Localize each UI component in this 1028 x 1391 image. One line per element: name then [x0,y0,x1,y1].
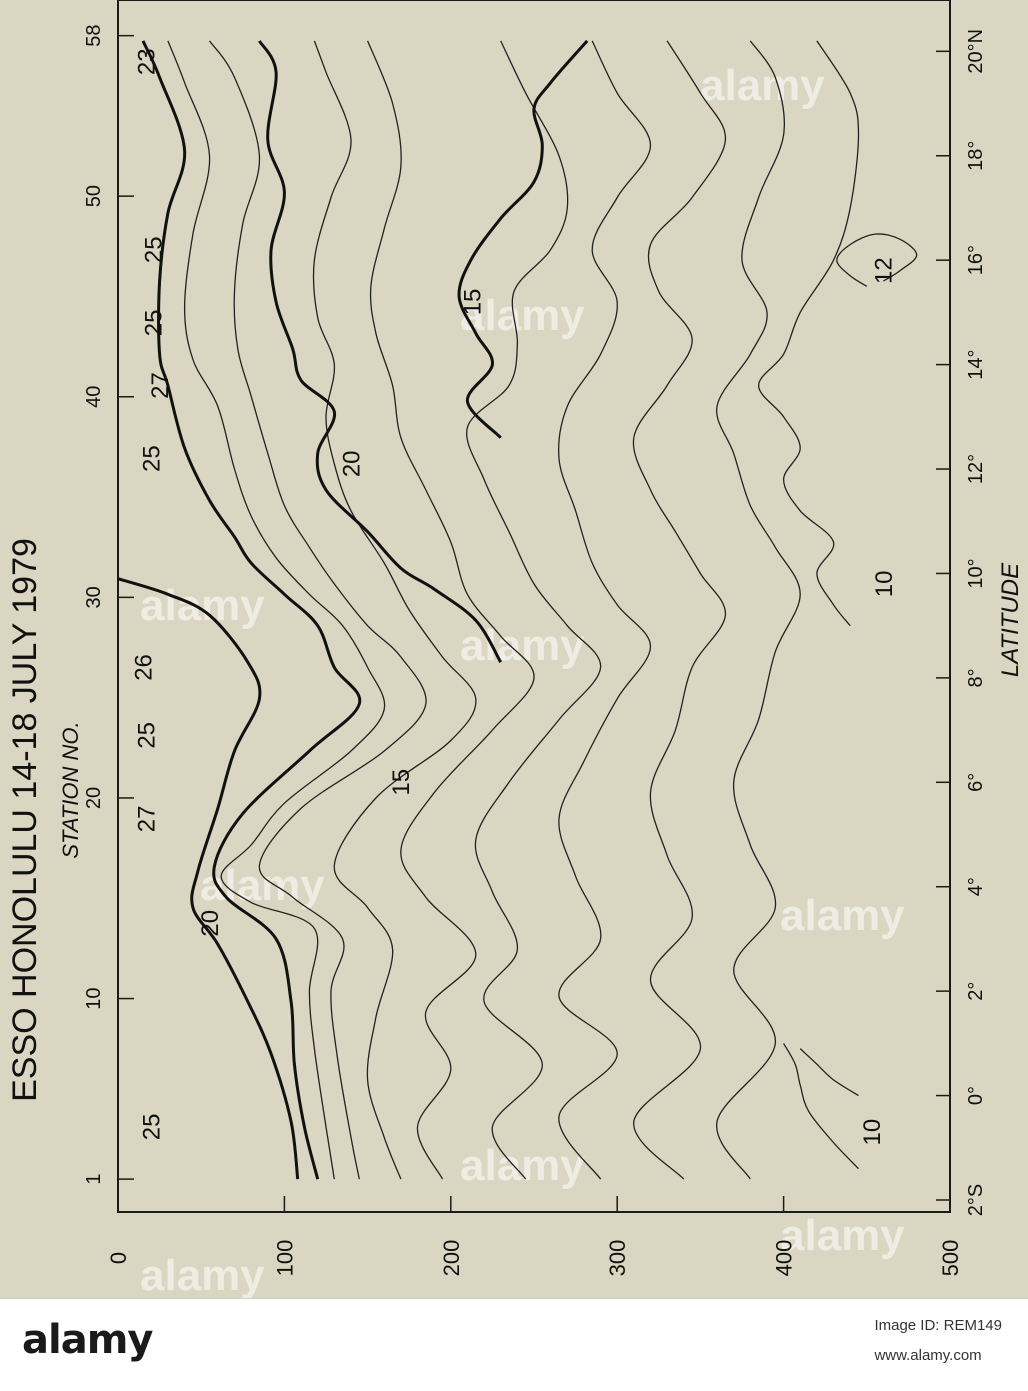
station-tick-label: 1 [83,1174,105,1185]
contour-label: 25 [134,722,161,749]
contour-label: 10 [871,571,898,598]
station-tick-label: 58 [83,25,105,47]
station-tick-label: 50 [83,185,105,207]
contour-label: 25 [140,309,167,336]
axis-text: ESSO HONOLULU 14-18 JULY 1979 STATION NO.… [6,25,1024,1277]
contour-line-thin [632,40,727,1180]
latitude-tick-label: 14° [965,349,987,379]
contour-line-thin [466,40,602,1180]
watermark-text: alamy [700,61,825,110]
station-tick-label: 10 [83,987,105,1009]
watermark-text: alamy [460,291,585,340]
contour-label: 12 [871,257,898,284]
station-tick-label: 30 [83,586,105,608]
contour-labels: 25 20 27 25 26 15 25 20 27 25 25 15 23 10 12 10 [130,48,897,1145]
latitude-axis-label: LATITUDE [997,562,1024,677]
latitude-tick-label: 16° [965,245,987,275]
contour-line-thin [312,40,477,1180]
contour-label: 10 [859,1119,886,1146]
watermark-text: alamy [200,861,325,910]
station-tick-label: 40 [83,386,105,408]
contour-lines [117,39,918,1180]
latitude-tick-label: 12° [965,454,987,484]
contour-label: 20 [197,910,224,937]
alamy-logo: alamy [22,1317,153,1363]
watermark-text: alamy [460,621,585,670]
contour-line-thin [558,40,652,1180]
depth-tick-label: 100 [272,1240,297,1277]
station-tick-label: 20 [83,787,105,809]
contour-label: 20 [338,450,365,477]
watermark-layer: alamy alamy alamy alamy alamy alamy alamy alamy… [140,61,905,1298]
contour-line-thin [757,40,860,627]
latitude-tick-label: 2° [965,982,987,1001]
latitude-tick-label: 18° [965,141,987,171]
site-url: www.alamy.com [874,1347,982,1364]
contour-line-thin [208,40,427,1180]
latitude-tick-label: 10° [965,558,987,588]
contour-line-bold [457,39,589,439]
watermark-text: alamy [140,581,265,630]
contour-label: 27 [147,372,174,399]
contour-line-bold [258,40,503,663]
contour-line-isolated [836,233,918,287]
contour-label: 25 [139,1114,166,1141]
contour-label: 15 [460,289,487,316]
contour-line-thin [366,40,535,1180]
depth-tick-label: 300 [605,1240,630,1277]
depth-tick-label: 0 [106,1252,131,1264]
contour-line-thin [167,40,386,1180]
contour-label: 25 [139,445,166,472]
stock-footer: alamy Image ID: REM149 www.alamy.com [0,1298,1028,1391]
watermark-text: alamy [460,1141,585,1190]
contour-label: 27 [134,805,161,832]
latitude-tick-label: 4° [965,877,987,896]
contour-line-bold [117,577,300,1180]
depth-tick-label: 500 [938,1240,963,1277]
plot-frame [117,0,951,1213]
chart-title: ESSO HONOLULU 14-18 JULY 1979 [6,538,44,1102]
station-axis-label: STATION NO. [58,721,83,858]
image-id: Image ID: REM149 [874,1317,1002,1334]
latitude-tick-label: 2°S [965,1184,987,1216]
tick-marks [117,34,951,1212]
watermark-text: alamy [780,891,905,940]
contour-line-isolated [799,1048,859,1097]
contour-label: 26 [130,654,157,681]
contour-line-isolated [783,1043,859,1170]
contour-label: 15 [388,769,415,796]
latitude-tick-label: 8° [965,668,987,687]
contour-line-thin [716,40,801,1180]
contour-label: 25 [140,236,167,263]
watermark-text: alamy [780,1211,905,1260]
depth-tick-label: 200 [439,1240,464,1277]
contour-label: 23 [134,48,161,75]
latitude-tick-label: 6° [965,773,987,792]
contour-line-bold [141,40,362,1180]
latitude-tick-label: 0° [965,1086,987,1105]
depth-tick-label: 400 [772,1240,797,1277]
latitude-tick-label: 20°N [965,29,987,74]
image-credit: Image ID: REM149 www.alamy.com [874,1311,1002,1371]
watermark-text: alamy [140,1251,265,1298]
contour-chart: alamy alamy alamy alamy alamy alamy alamy alamy… [6,0,1024,1298]
